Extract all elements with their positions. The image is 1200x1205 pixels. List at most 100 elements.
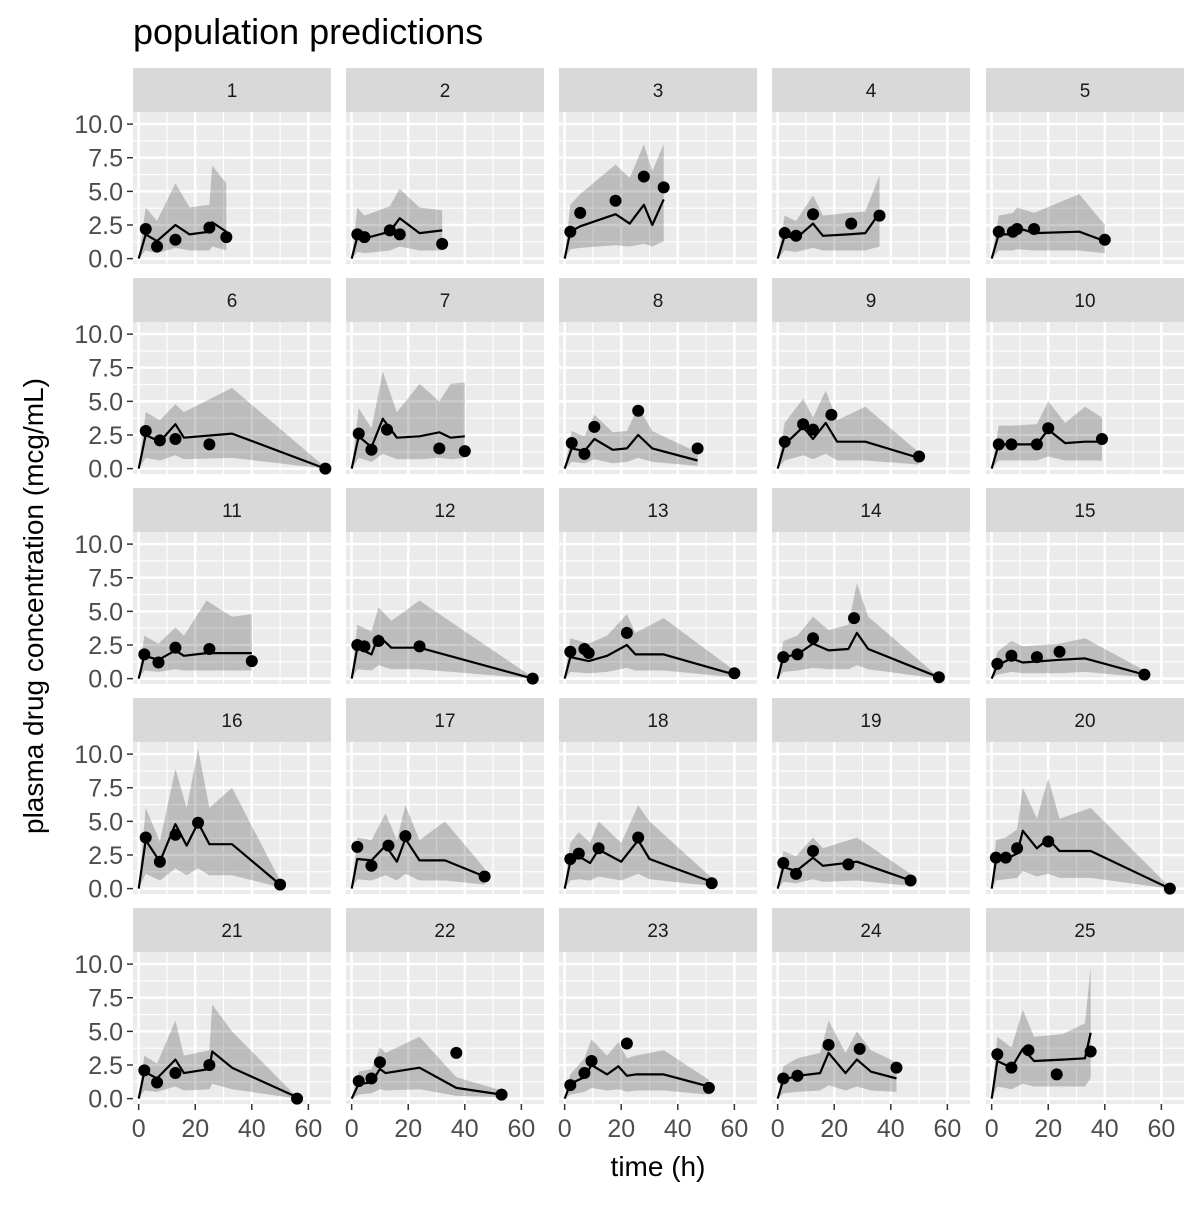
panel-strip-label: 19 [860, 711, 881, 732]
observed-point [807, 423, 820, 436]
observed-point [848, 612, 861, 625]
observed-point [1011, 842, 1024, 855]
panel-strip [346, 278, 544, 322]
y-tick-label: 7.5 [88, 775, 123, 803]
panel-strip [772, 698, 970, 742]
panel-background [772, 322, 970, 474]
panel-strip-label: 24 [860, 921, 882, 942]
panel-strip [133, 278, 331, 322]
panel-background [559, 952, 757, 1104]
observed-point [825, 408, 838, 421]
observed-point [1042, 422, 1055, 435]
x-tick-label: 0 [558, 1115, 572, 1143]
observed-point [585, 1054, 598, 1067]
panel-strip [133, 488, 331, 532]
observed-point [1011, 223, 1024, 236]
y-tick-label: 0.0 [88, 246, 123, 274]
x-tick-label: 40 [877, 1115, 905, 1143]
prediction-band [564, 1039, 709, 1099]
observed-point [1163, 882, 1176, 895]
panel-background [346, 742, 544, 894]
observed-point [620, 1037, 633, 1050]
observed-point [807, 208, 820, 221]
observed-point [169, 433, 182, 446]
observed-point [138, 1064, 151, 1077]
panel-strip [346, 698, 544, 742]
observed-point [169, 1067, 182, 1080]
panel-25: 25 0 20 40 60 [985, 908, 1184, 1143]
observed-point [152, 656, 165, 669]
panel-11: 11 0.0 2.5 5.0 7.5 10.0 [74, 488, 331, 694]
panel-strip-label: 23 [647, 921, 668, 942]
observed-point [991, 657, 1004, 670]
panel-background [986, 322, 1184, 474]
panel-strip-label: 13 [647, 501, 668, 522]
observed-point [365, 1072, 378, 1085]
observed-point [1098, 233, 1111, 246]
y-tick-label: 2.5 [88, 422, 123, 450]
observed-point [1095, 433, 1108, 446]
observed-point [1005, 1061, 1018, 1074]
panel-strip-label: 7 [440, 291, 451, 312]
panel-13: 13 [559, 488, 757, 684]
y-tick-label: 5.0 [88, 598, 123, 626]
observed-point [807, 844, 820, 857]
observed-point [777, 857, 790, 870]
panel-7: 7 [346, 278, 544, 474]
panel-strip-label: 11 [222, 501, 242, 522]
panel-strip [559, 488, 757, 532]
y-tick-label: 7.5 [88, 145, 123, 173]
observed-point [578, 1067, 591, 1080]
observed-point [992, 438, 1005, 451]
panel-background [559, 742, 757, 894]
x-tick-label: 20 [607, 1115, 635, 1143]
panel-9: 9 [772, 278, 970, 474]
observed-point [274, 878, 287, 891]
observed-point [565, 437, 578, 450]
observed-point [778, 227, 791, 240]
observed-point [807, 632, 820, 645]
prediction-band [777, 390, 920, 469]
observed-point [592, 842, 605, 855]
observed-point [1053, 645, 1066, 658]
x-tick-label: 40 [664, 1115, 692, 1143]
panel-background [986, 112, 1184, 264]
panel-24: 24 0 20 40 60 [771, 908, 970, 1143]
observed-point [203, 221, 216, 234]
observed-point [139, 424, 152, 437]
panel-strip-label: 22 [434, 921, 455, 942]
observed-point [822, 1038, 835, 1051]
observed-point [203, 438, 216, 451]
panel-background [133, 742, 331, 894]
panel-background [772, 952, 970, 1104]
panel-12: 12 [346, 488, 544, 685]
observed-point [620, 626, 633, 639]
observed-point [791, 648, 804, 661]
x-tick-label: 20 [394, 1115, 422, 1143]
observed-point [582, 647, 595, 660]
observed-point [153, 434, 166, 447]
observed-point [728, 667, 741, 680]
observed-point [913, 450, 926, 463]
observed-point [139, 831, 152, 844]
observed-point [151, 1076, 164, 1089]
observed-point [139, 223, 152, 236]
observed-point [574, 206, 587, 219]
prediction-band [351, 805, 485, 889]
observed-point [904, 874, 917, 887]
chart-title: population predictions [133, 11, 483, 52]
observed-point [989, 851, 1002, 864]
observed-point [495, 1088, 508, 1101]
y-tick-label: 0.0 [88, 1086, 123, 1114]
x-tick-label: 0 [985, 1115, 999, 1143]
observed-point [153, 855, 166, 868]
prediction-line [563, 643, 735, 679]
prediction-line [137, 821, 281, 889]
y-tick-label: 10.0 [74, 951, 123, 979]
observed-point [458, 445, 471, 458]
observed-point [358, 640, 371, 653]
panel-strip-label: 17 [434, 711, 455, 732]
observed-point [220, 231, 233, 244]
x-tick-label: 20 [1034, 1115, 1062, 1143]
